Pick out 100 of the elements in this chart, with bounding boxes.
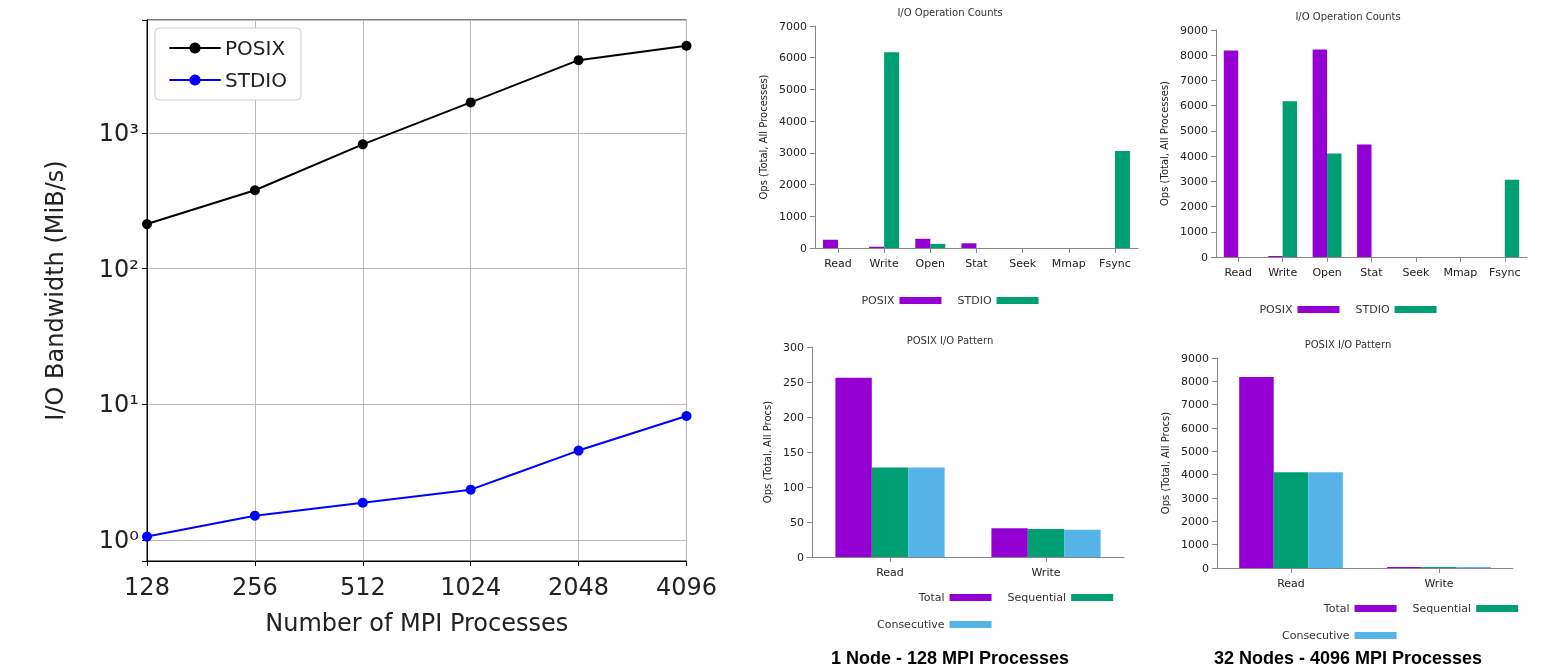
bar bbox=[1357, 144, 1372, 257]
y-axis-title: I/O Bandwidth (MiB/s) bbox=[41, 160, 69, 421]
bar bbox=[871, 467, 909, 557]
x-tick-label: Write bbox=[1031, 566, 1061, 579]
point bbox=[142, 531, 152, 542]
legend-label: Sequential bbox=[1007, 591, 1067, 604]
y-tick-label: 10⁰ bbox=[98, 525, 139, 554]
y-tick-label: 5000 bbox=[1181, 444, 1209, 458]
y-tick-label: 0 bbox=[797, 550, 804, 564]
bar bbox=[961, 243, 977, 248]
y-tick-label: 7000 bbox=[778, 19, 807, 33]
y-tick-label: 10² bbox=[98, 254, 139, 283]
legend-label: POSIX bbox=[1259, 303, 1293, 316]
y-tick-label: 150 bbox=[783, 445, 804, 459]
x-tick-label: Read bbox=[1224, 266, 1253, 279]
bar bbox=[1273, 472, 1309, 568]
y-tick-label: 4000 bbox=[778, 114, 807, 128]
chart-title: POSIX I/O Pattern bbox=[1304, 338, 1392, 350]
y-tick-label: 0 bbox=[1202, 561, 1209, 575]
y-tick-label: 5000 bbox=[778, 82, 807, 96]
x-tick-label: Write bbox=[1424, 577, 1454, 590]
x-tick-label: Seek bbox=[1009, 257, 1037, 270]
x-tick-label: 1024 bbox=[440, 573, 502, 601]
point bbox=[465, 484, 476, 495]
y-tick-label: 1000 bbox=[1180, 225, 1208, 239]
y-tick-label: 8000 bbox=[1181, 374, 1209, 388]
y-tick-label: 300 bbox=[783, 340, 804, 354]
legend-label: STDIO bbox=[225, 68, 287, 92]
point bbox=[681, 411, 692, 421]
y-tick-label: 9000 bbox=[1180, 23, 1208, 37]
point bbox=[249, 185, 260, 196]
chart-title: I/O Operation Counts bbox=[897, 6, 1003, 18]
legend-label: POSIX bbox=[225, 36, 286, 60]
x-tick-label: 2048 bbox=[548, 573, 610, 601]
legend-label: POSIX bbox=[861, 294, 895, 307]
x-tick-label: Open bbox=[1312, 266, 1342, 279]
y-axis-title: Ops (Total, All Processes) bbox=[1158, 80, 1170, 206]
bar bbox=[1504, 179, 1520, 257]
y-tick-label: 4000 bbox=[1181, 468, 1209, 482]
bar bbox=[1114, 150, 1130, 248]
point bbox=[465, 97, 476, 108]
point bbox=[142, 219, 152, 230]
legend-label: Total bbox=[917, 591, 945, 604]
y-tick-label: 6000 bbox=[1180, 99, 1208, 113]
bar bbox=[1327, 153, 1342, 257]
y-tick-label: 7000 bbox=[1181, 398, 1209, 412]
chart-title: POSIX I/O Pattern bbox=[906, 334, 994, 346]
y-tick-label: 1000 bbox=[1181, 538, 1209, 552]
x-tick-label: 128 bbox=[124, 573, 170, 601]
y-tick-label: 9000 bbox=[1181, 351, 1209, 365]
chart-title: I/O Operation Counts bbox=[1295, 10, 1401, 22]
point bbox=[249, 510, 260, 521]
x-tick-label: 512 bbox=[339, 573, 386, 601]
x-tick-label: 256 bbox=[231, 573, 278, 601]
x-tick-label: Read bbox=[824, 257, 852, 270]
y-tick-label: 100 bbox=[783, 480, 804, 494]
x-axis-title: Number of MPI Processes bbox=[265, 609, 569, 637]
x-tick-label: Write bbox=[869, 257, 899, 270]
y-axis-title: Ops (Total, All Procs) bbox=[1159, 411, 1171, 515]
y-tick-label: 4000 bbox=[1180, 149, 1208, 163]
y-tick-label: 3000 bbox=[778, 146, 807, 160]
y-tick-label: 8000 bbox=[1180, 48, 1208, 62]
point bbox=[573, 55, 584, 66]
point bbox=[357, 139, 368, 150]
y-tick-label: 250 bbox=[783, 375, 804, 389]
point bbox=[357, 497, 368, 508]
legend-label: Consecutive bbox=[877, 618, 945, 631]
point bbox=[681, 40, 692, 51]
x-tick-label: 4096 bbox=[655, 573, 717, 601]
x-tick-label: Fsync bbox=[1488, 266, 1521, 279]
x-tick-label: Seek bbox=[1402, 266, 1430, 279]
x-tick-label: Mmap bbox=[1051, 257, 1086, 270]
bar bbox=[1282, 101, 1298, 257]
y-tick-label: 1000 bbox=[778, 209, 807, 223]
legend-label: STDIO bbox=[957, 294, 992, 307]
y-tick-label: 6000 bbox=[1181, 421, 1209, 435]
legend-label: STDIO bbox=[1355, 303, 1390, 316]
bar bbox=[1239, 376, 1274, 568]
bar bbox=[835, 377, 872, 557]
bar bbox=[991, 528, 1028, 557]
y-tick-label: 5000 bbox=[1180, 124, 1208, 138]
bar bbox=[1308, 472, 1343, 568]
y-tick-label: 10³ bbox=[98, 118, 139, 147]
y-tick-label: 7000 bbox=[1180, 73, 1208, 87]
y-tick-label: 200 bbox=[783, 410, 804, 424]
legend-label: Total bbox=[1322, 602, 1350, 615]
x-tick-label: Stat bbox=[1360, 266, 1384, 279]
y-axis-title: Ops (Total, All Procs) bbox=[761, 400, 773, 504]
x-tick-label: Write bbox=[1268, 266, 1298, 279]
legend-label: Sequential bbox=[1412, 602, 1472, 615]
y-tick-label: 3000 bbox=[1180, 174, 1208, 188]
x-tick-label: Mmap bbox=[1443, 266, 1478, 279]
x-tick-label: Read bbox=[1277, 577, 1305, 590]
x-tick-label: Open bbox=[915, 257, 945, 270]
y-tick-label: 2000 bbox=[1180, 200, 1208, 214]
x-tick-label: Fsync bbox=[1099, 257, 1131, 270]
bar bbox=[908, 467, 945, 557]
bar bbox=[1312, 49, 1328, 257]
point bbox=[573, 445, 584, 456]
y-tick-label: 3000 bbox=[1181, 491, 1209, 505]
